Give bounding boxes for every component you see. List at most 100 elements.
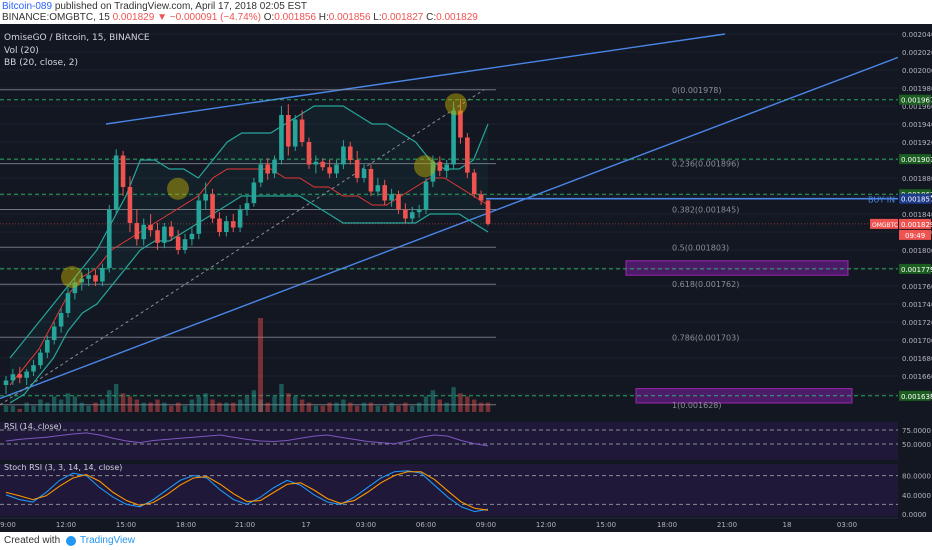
price-tag [899,154,931,165]
volume-bar [416,402,422,412]
candle-body [134,223,140,240]
last-price-tag [899,218,931,229]
volume-bar [458,393,463,412]
volume-bar [113,384,119,412]
time-tick-label: 03:00 [837,521,857,529]
time-tick-label: 15:00 [596,521,616,529]
fib-level-label: 0(0.001978) [672,86,722,95]
author-link[interactable]: Bitcoin-089 [2,1,53,12]
candle-body [327,167,332,174]
volume-bar [45,402,50,412]
volume-bar [237,399,243,412]
candle-body [17,374,23,378]
fib-level-label: 1(0.001628) [672,401,722,410]
volume-bar [210,399,215,412]
buy-in-label: BUY IN [868,196,895,205]
volume-bar [423,396,429,412]
volume-bar [244,396,250,412]
candle-body [86,275,91,279]
volume-bar [38,399,43,412]
volume-bar [79,402,84,412]
volume-bar [148,402,153,412]
volume-bar [306,402,312,412]
candle-body [485,200,491,224]
price-tag [899,193,931,204]
candle-body [148,224,153,231]
candle-body [106,209,112,268]
volume-bar [86,405,91,412]
candle-body [120,155,126,187]
candle-body [478,194,484,201]
candle-body [286,115,291,147]
footer-created: Created with [4,535,61,546]
volume-bar [375,405,381,412]
volume-bar [141,402,146,412]
candle-body [430,161,436,182]
publish-info: published on TradingView.com, April 17, … [54,1,308,12]
candle-body [217,218,222,232]
candle-body [72,282,78,294]
stoch-tick-label: 40.0000 [902,492,931,500]
candle-body [24,371,29,378]
volume-bar [72,396,78,412]
highlight-circle [167,177,189,200]
volume-bar [189,399,195,412]
candle-body [113,155,119,210]
fib-level-label: 0.382(0.001845) [672,206,739,215]
candle-body [347,146,353,160]
candle-body [155,230,160,243]
ticker-close: 0.001829 [436,12,478,23]
volume-bar [368,402,374,412]
candle-body [416,209,422,213]
candle-body [51,326,57,340]
time-tick-label: 18 [783,521,792,529]
volume-bar [224,402,229,412]
candle-body [265,164,270,174]
footer-brand[interactable]: TradingView [80,535,136,546]
candle-body [444,164,449,171]
volume-bar [251,390,257,412]
candle-body [196,200,202,234]
volume-bar [17,408,22,412]
candle-body [210,194,215,219]
price-chart[interactable]: 0(0.001978) 0.236(0.001896) 0.382(0.001845… [0,24,932,532]
volume-spike-bar [258,318,263,412]
volume-bar [354,405,360,412]
price-tag-label: 0.001967 [901,97,932,105]
fib-level-label: 0.236(0.001896) [672,160,739,169]
stoch-k-line [5,470,489,513]
volume-bar [313,405,319,412]
candle-body [230,221,236,228]
volume-bar [65,393,71,412]
candle-body [409,212,415,219]
price-tag [899,263,931,274]
price-tag-label: 0.001857 [901,196,932,204]
volume-bar [258,399,263,412]
candle-body [389,194,394,201]
ticker-open: 0.001856 [274,12,317,23]
candle-body [38,352,43,366]
rsi-line [5,432,489,447]
tradingview-logo-icon [66,536,76,546]
candle-body [354,160,360,178]
symbol-tag [870,218,898,229]
candle-body [292,119,298,147]
volume-bar [478,402,484,412]
volume-bar [107,390,112,412]
candle-body [224,221,229,232]
time-tick-label: 21:00 [235,521,255,529]
volume-bar [437,399,442,412]
candle-body [465,137,470,173]
candle-body [175,236,181,250]
volume-bar [320,405,325,412]
candle-body [10,374,16,381]
candle-body [31,365,36,372]
candle-body [471,172,477,195]
candle-body [423,181,429,210]
time-tick-label: 18:00 [176,521,196,529]
